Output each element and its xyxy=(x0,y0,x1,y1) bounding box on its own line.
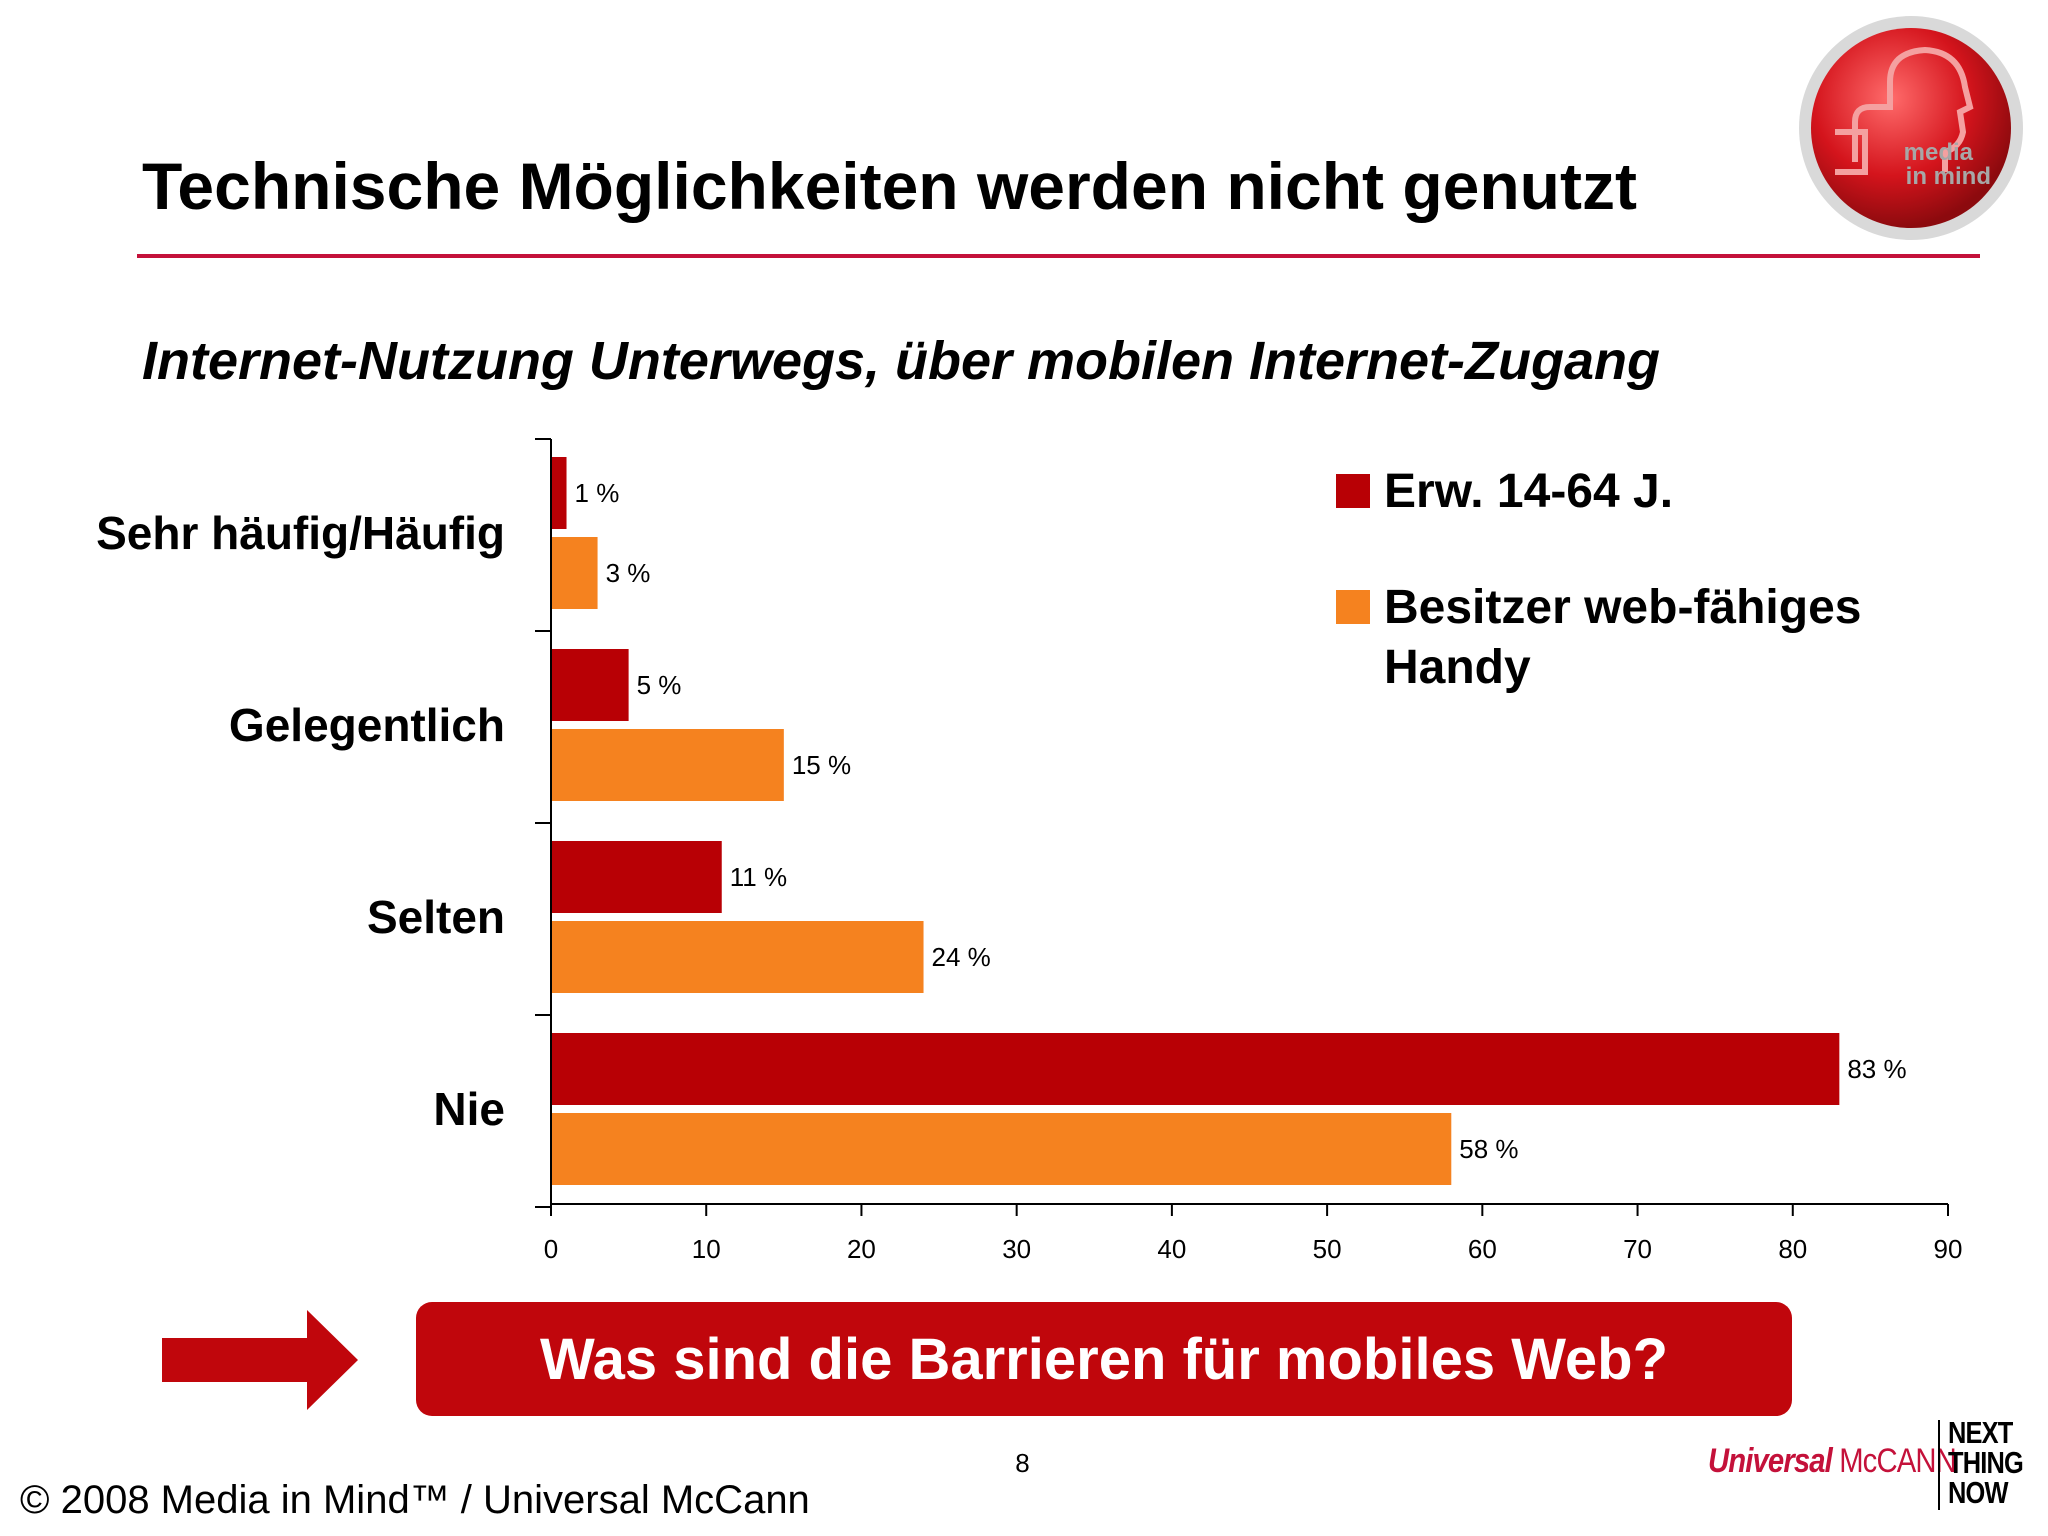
x-tick-label-8: 80 xyxy=(1778,1234,1807,1264)
bar-chart: 1 % 3 % Sehr häufig/Häufig 5 % 15 % Gelegentl… xyxy=(96,438,1963,1264)
category-label-3: Selten xyxy=(367,891,505,943)
x-tick-label-1: 10 xyxy=(692,1234,721,1264)
next-thing-now-logo: NEXT THING NOW xyxy=(1948,1415,2024,1510)
data-label-1-2: 5 % xyxy=(637,670,682,700)
legend-item-series-1: Erw. 14-64 J. xyxy=(1336,462,1673,522)
brand-divider xyxy=(1938,1420,1940,1510)
slide-title: Technische Möglichkeiten werden nicht ge… xyxy=(142,149,1637,223)
data-label-2-1: 3 % xyxy=(606,558,651,588)
page-number: 8 xyxy=(1015,1448,1030,1478)
legend-item-series-2: Besitzer web-fähiges Handy xyxy=(1336,578,1924,698)
data-label-1-3: 11 % xyxy=(730,862,787,892)
x-tick-label-9: 90 xyxy=(1934,1234,1963,1264)
bar-2-1 xyxy=(551,537,598,609)
x-tick-label-2: 20 xyxy=(847,1234,876,1264)
legend-swatch-series-2 xyxy=(1336,590,1370,624)
bar-1-1 xyxy=(551,457,567,529)
svg-text:in mind: in mind xyxy=(1906,163,1991,190)
data-label-1-4: 83 % xyxy=(1847,1054,1906,1084)
svg-text:media: media xyxy=(1904,139,1974,166)
x-tick-label-7: 70 xyxy=(1623,1234,1652,1264)
bar-2-3 xyxy=(551,921,924,993)
legend-label-series-1: Erw. 14-64 J. xyxy=(1384,465,1674,518)
category-label-4: Nie xyxy=(433,1083,505,1135)
data-label-2-4: 58 % xyxy=(1459,1134,1518,1164)
x-tick-label-4: 40 xyxy=(1157,1234,1186,1264)
title-rule xyxy=(137,254,1980,258)
data-label-2-3: 24 % xyxy=(932,942,991,972)
brand-universal: Universal xyxy=(1708,1442,1833,1480)
legend-swatch-series-1 xyxy=(1336,474,1370,508)
arrow-right-icon xyxy=(162,1310,358,1410)
category-label-1: Sehr häufig/Häufig xyxy=(96,507,505,559)
bar-1-4 xyxy=(551,1033,1840,1105)
x-tick-label-5: 50 xyxy=(1313,1234,1342,1264)
bar-2-2 xyxy=(551,729,784,801)
data-label-1-1: 1 % xyxy=(575,478,620,508)
bar-2-4 xyxy=(551,1113,1452,1185)
category-label-2: Gelegentlich xyxy=(229,699,505,751)
x-tick-label-0: 0 xyxy=(544,1234,558,1264)
legend-label-series-2: Besitzer web-fähiges Handy xyxy=(1384,581,1862,694)
x-tick-label-3: 30 xyxy=(1002,1234,1031,1264)
universal-mccann-logo: Universal McCANN xyxy=(1708,1442,1966,1481)
media-in-mind-logo: media in mind xyxy=(1799,16,2023,240)
chart-subtitle: Internet-Nutzung Unterwegs, über mobilen… xyxy=(142,331,1660,391)
bar-1-2 xyxy=(551,649,629,721)
brand-mccann: McCANN xyxy=(1839,1442,1957,1480)
x-tick-label-6: 60 xyxy=(1468,1234,1497,1264)
bar-1-3 xyxy=(551,841,722,913)
data-label-2-2: 15 % xyxy=(792,750,851,780)
copyright-notice: © 2008 Media in Mind™ / Universal McCann xyxy=(20,1478,810,1522)
callout-banner: Was sind die Barrieren für mobiles Web? xyxy=(416,1302,1792,1416)
